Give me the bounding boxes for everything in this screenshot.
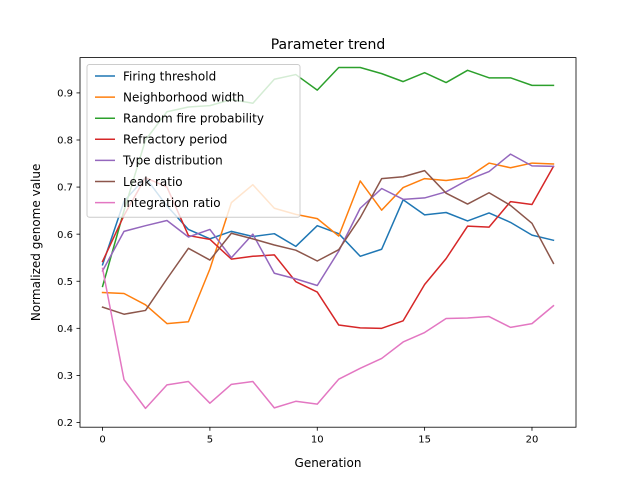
legend-label: Type distribution xyxy=(122,154,223,168)
x-tick-label: 15 xyxy=(418,435,431,446)
legend: Firing threshold Neighborhood width Random… xyxy=(86,64,301,218)
y-tick-label: 0.9 xyxy=(57,89,73,100)
x-axis: 0 5 10 15 20 xyxy=(99,427,538,446)
series-line-6 xyxy=(101,267,555,410)
x-axis-label: Generation xyxy=(295,456,362,470)
y-tick-label: 0.7 xyxy=(57,183,73,194)
y-tick-label: 0.8 xyxy=(57,136,73,147)
legend-label: Firing threshold xyxy=(123,69,216,83)
legend-label: Leak ratio xyxy=(123,175,183,189)
x-tick-label: 0 xyxy=(99,435,105,446)
y-tick-label: 0.2 xyxy=(57,418,73,429)
y-tick-label: 0.4 xyxy=(57,324,73,335)
legend-box xyxy=(86,64,301,218)
legend-label: Refractory period xyxy=(123,133,227,147)
series-line-1 xyxy=(101,162,555,325)
x-tick-label: 20 xyxy=(526,435,539,446)
y-axis: 0.2 0.3 0.4 0.5 0.6 0.7 0.8 0.9 xyxy=(57,89,80,429)
series-line-4 xyxy=(101,153,555,287)
legend-label: Random fire probability xyxy=(123,112,264,126)
legend-label: Integration ratio xyxy=(123,196,221,210)
legend-label: Neighborhood width xyxy=(123,90,244,104)
plot-frame xyxy=(79,57,577,428)
x-tick-label: 5 xyxy=(207,435,213,446)
chart-title: Parameter trend xyxy=(271,37,386,53)
y-tick-label: 0.5 xyxy=(57,277,73,288)
y-tick-label: 0.6 xyxy=(57,230,73,241)
x-tick-label: 10 xyxy=(311,435,324,446)
series-line-5 xyxy=(101,169,555,315)
y-tick-label: 0.3 xyxy=(57,371,73,382)
y-axis-label: Normalized genome value xyxy=(29,164,43,321)
